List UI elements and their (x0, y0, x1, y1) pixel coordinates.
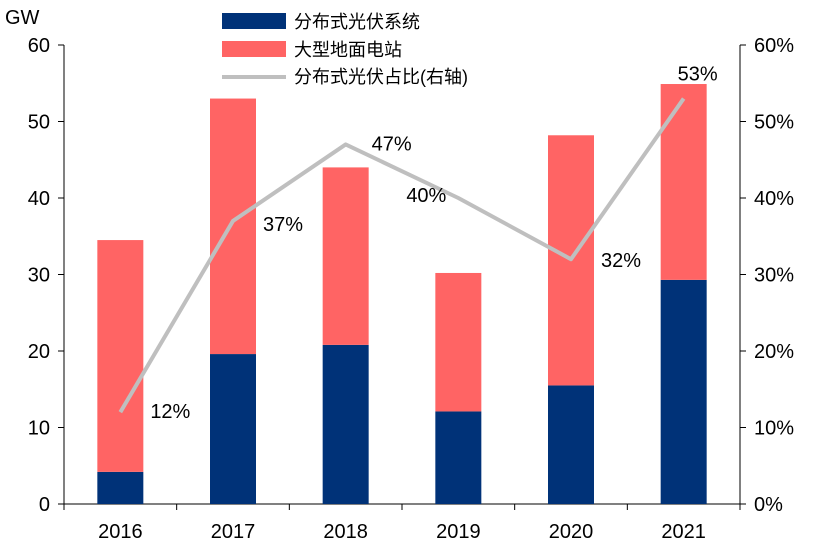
bar-distributed-2020 (548, 385, 594, 504)
y-left-unit: GW (5, 7, 40, 29)
y-left-tick-label: 50 (28, 112, 50, 134)
y-right-tick-label: 0% (754, 494, 783, 516)
bar-distributed-2017 (210, 354, 256, 504)
share-line-path (118, 97, 686, 414)
x-tick-label: 2016 (98, 521, 143, 543)
x-tick-label: 2017 (211, 521, 256, 543)
legend-label-utility: 大型地面电站 (294, 40, 402, 60)
bar-utility-2018 (322, 167, 369, 345)
y-left-tick-label: 10 (28, 418, 50, 440)
legend-label-distributed: 分布式光伏系统 (294, 12, 420, 32)
bars (97, 84, 707, 504)
bar-distributed-2016 (97, 471, 144, 504)
share-label-2021: 53% (678, 64, 718, 86)
legend-swatch-distributed (222, 13, 286, 29)
y-right-tick-label: 60% (754, 35, 794, 57)
y-right-tick-label: 50% (754, 112, 794, 134)
bar-distributed-2018 (322, 344, 369, 504)
x-tick-label: 2021 (661, 521, 706, 543)
y-left-tick-label: 60 (28, 35, 50, 57)
y-right-tick-label: 30% (754, 265, 794, 287)
axes: 0 10 20 30 40 50 60 0% 10% 20% 30% 40% 50% 60% 2016 201… (5, 7, 794, 543)
y-left-tick-label: 30 (28, 265, 50, 287)
bar-distributed-2019 (435, 411, 482, 504)
bar-utility-2017 (210, 98, 256, 355)
share-line (118, 97, 686, 414)
x-tick-label: 2020 (549, 521, 594, 543)
share-label-2017: 37% (263, 214, 303, 236)
legend-label-share: 分布式光伏占比(右轴) (294, 67, 468, 87)
legend-swatch-utility (222, 41, 286, 57)
bar-utility-2021 (660, 84, 707, 280)
y-left-tick-label: 40 (28, 188, 50, 210)
x-tick-label: 2018 (323, 521, 368, 543)
share-label-2018: 47% (372, 133, 412, 155)
y-right-tick-label: 10% (754, 418, 794, 440)
y-left-tick-label: 20 (28, 341, 50, 363)
share-label-2016: 12% (150, 401, 190, 423)
bar-utility-2016 (97, 240, 144, 472)
y-right-tick-label: 40% (754, 188, 794, 210)
bar-utility-2019 (435, 272, 482, 412)
y-left-tick-label: 0 (39, 494, 50, 516)
x-tick-label: 2019 (436, 521, 481, 543)
share-label-2020: 32% (601, 250, 641, 272)
bar-distributed-2021 (660, 279, 707, 504)
share-label-2019: 40% (406, 185, 446, 207)
y-right-tick-label: 20% (754, 341, 794, 363)
data-labels: 12% 37% 47% 40% 32% 53% (150, 64, 718, 424)
